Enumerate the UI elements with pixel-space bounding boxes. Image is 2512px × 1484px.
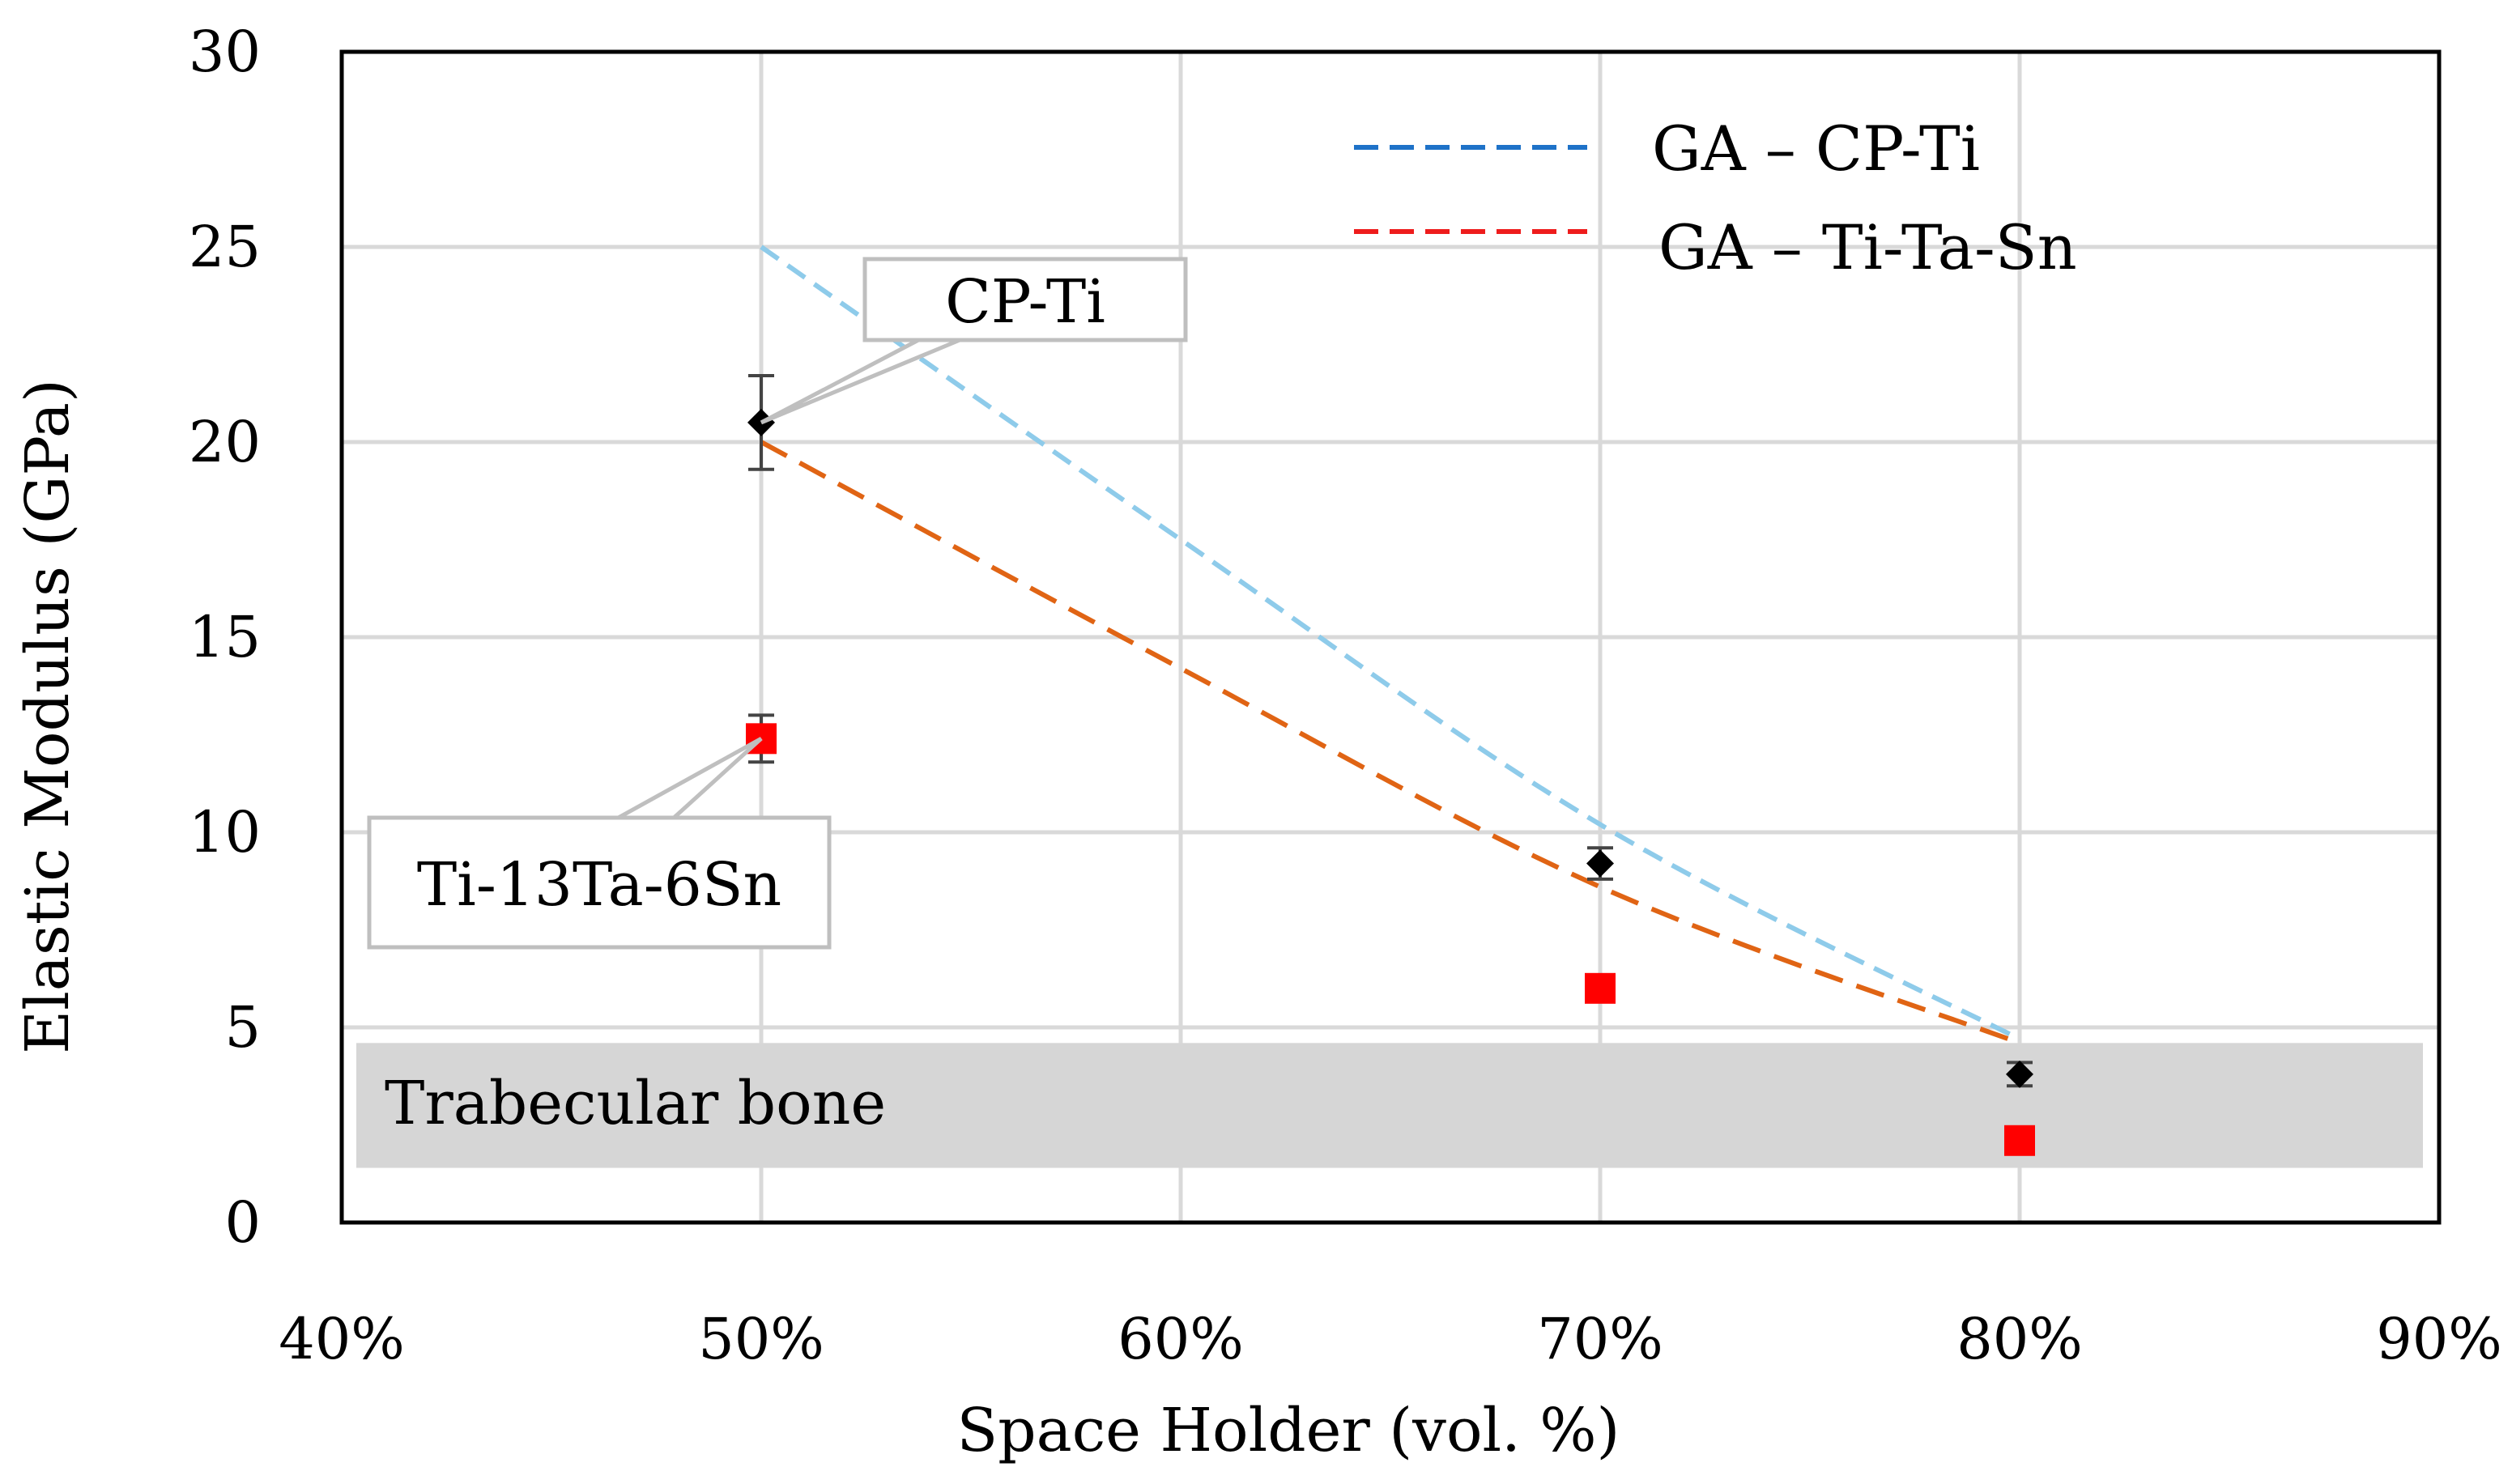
- callout-cp-ti-label: CP-Ti: [945, 267, 1105, 337]
- x-tick-label: 80%: [1956, 1306, 2083, 1372]
- x-tick-label: 50%: [698, 1306, 824, 1372]
- y-tick-label: 20: [189, 409, 261, 475]
- callout-ti-13ta-6sn-box: [367, 815, 832, 950]
- y-tick-label: 5: [224, 994, 261, 1061]
- fit-line-ga-ti-ta-sn: [760, 440, 2021, 1046]
- x-tick-label: 60%: [1118, 1306, 1244, 1372]
- plot-frame: [339, 49, 2442, 1225]
- x-axis-ticks: 40% 50% 60% 70% 80% 90%: [279, 1306, 2502, 1372]
- y-axis-title: Elastic Modulus (GPa): [13, 379, 83, 1054]
- callout-ti-13ta-6sn: Ti-13Ta-6Sn: [367, 737, 832, 950]
- y-tick-label: 0: [224, 1189, 261, 1256]
- legend-label-ga-ti-ta-sn: GA – Ti-Ta-Sn: [1658, 211, 2077, 283]
- trabecular-bone-band: Trabecular bone: [356, 1043, 2423, 1168]
- legend-label-ga-cp-ti: GA – CP-Ti: [1652, 113, 1980, 185]
- band-label: Trabecular bone: [385, 1069, 886, 1138]
- x-tick-label: 90%: [2376, 1306, 2502, 1372]
- legend-item-ga-ti-ta-sn: GA – Ti-Ta-Sn: [1354, 211, 2077, 283]
- callout-cp-ti: CP-Ti: [760, 257, 1188, 425]
- cp-ti-point: [1586, 849, 1614, 878]
- ti-13ta-6sn-point: [2004, 1125, 2035, 1156]
- y-tick-label: 15: [189, 604, 261, 670]
- ti-13ta-6sn-point: [1585, 972, 1616, 1004]
- x-axis-title: Space Holder (vol. %): [957, 1396, 1620, 1465]
- band-rect: [356, 1043, 2423, 1168]
- y-tick-label: 10: [189, 799, 261, 865]
- x-tick-label: 40%: [279, 1306, 405, 1372]
- y-tick-label: 25: [189, 214, 261, 280]
- legend-item-ga-cp-ti: GA – CP-Ti: [1354, 113, 1980, 185]
- cp-ti-point: [2006, 1060, 2033, 1088]
- y-tick-label: 30: [189, 19, 261, 85]
- fit-line-ga-cp-ti: [760, 244, 2021, 1042]
- fit-lines: [760, 244, 2021, 1046]
- callout-cp-ti-box: [862, 257, 1188, 342]
- x-tick-label: 70%: [1537, 1306, 1663, 1372]
- legend: GA – CP-Ti GA – Ti-Ta-Sn: [1354, 113, 2077, 283]
- callout-ti-13ta-6sn-label: Ti-13Ta-6Sn: [417, 850, 781, 920]
- y-axis-ticks: 0 5 10 15 20 25 30: [189, 19, 261, 1256]
